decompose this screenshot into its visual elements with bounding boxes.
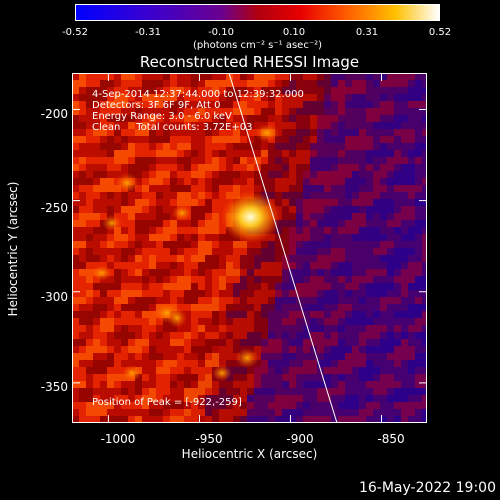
time-range-label: 4-Sep-2014 12:37:44.000 to 12:39:32.000: [92, 89, 304, 100]
y-tick-label: -300: [40, 290, 68, 304]
x-tick-marks: [107, 73, 382, 423]
colorbar-tick: -0.31: [135, 27, 161, 38]
colorbar-tick: 0.52: [428, 27, 452, 38]
x-tick-label: -950: [195, 432, 223, 446]
image-title: Reconstructed RHESSI Image: [139, 53, 360, 71]
colorbar-tick: 0.31: [355, 27, 379, 38]
colorbar-tick: -0.10: [208, 27, 234, 38]
x-tick-label: -850: [377, 432, 405, 446]
bright-spots: [92, 124, 279, 381]
detectors-label: Detectors: 3F 6F 9F, Att 0: [92, 100, 221, 111]
rhessi-image-panel: 4-Sep-2014 12:37:44.000 to 12:39:32.000 …: [72, 73, 427, 423]
peak-source: [220, 191, 281, 244]
solar-limb-line: [228, 73, 338, 423]
rhessi-image: [72, 73, 427, 423]
energy-range-label: Energy Range: 3.0 - 6.0 keV: [92, 111, 232, 122]
y-tick-label: -350: [40, 380, 68, 394]
y-tick-marks: [72, 108, 427, 384]
plot-frame: [72, 73, 427, 423]
y-tick-label: -200: [40, 107, 68, 121]
peak-position-label: Position of Peak = [-922,-259]: [92, 397, 242, 408]
clean-counts-label: Clean Total counts: 3.72E+03: [92, 122, 253, 133]
y-tick-label: -250: [40, 201, 68, 215]
x-tick-label: -900: [286, 432, 314, 446]
x-tick-label: -1000: [100, 432, 136, 446]
colorbar-unit: (photons cm⁻² s⁻¹ asec⁻²): [192, 40, 323, 51]
colorbar: [75, 4, 440, 21]
y-axis-label: Heliocentric Y (arcsec): [6, 181, 20, 317]
colorbar-tick: 0.10: [282, 27, 306, 38]
x-axis-label: Heliocentric X (arcsec): [181, 447, 318, 461]
timestamp: 16-May-2022 19:00: [358, 480, 496, 496]
colorbar-tick: -0.52: [62, 27, 88, 38]
